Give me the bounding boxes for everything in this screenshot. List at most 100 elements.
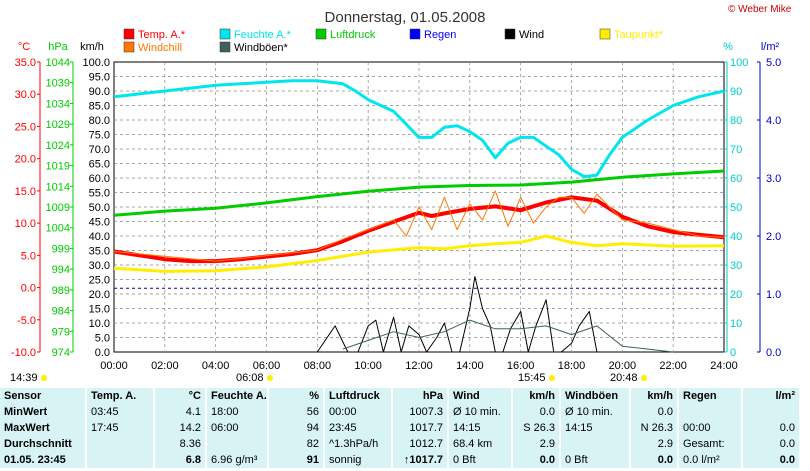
tick-label-rain: 5.0 <box>766 57 781 69</box>
stats-cell-hum_val: 91 <box>268 452 325 468</box>
stats-cell-rain_val <box>742 404 801 420</box>
legend-swatch <box>219 41 231 53</box>
tick-label-humidity: 80 <box>730 115 742 127</box>
stats-cell-label: Durchschnitt <box>0 436 87 452</box>
tick-label-wind: 70.0 <box>89 144 110 156</box>
series-windben <box>342 319 674 353</box>
legend-swatch <box>315 28 327 40</box>
stats-cell-pres_time: 00:00 <box>324 404 393 420</box>
stats-cell-label: 01.05. 23:45 <box>0 452 87 468</box>
legend-swatch <box>123 28 135 40</box>
x-tick-label: 16:00 <box>507 360 535 372</box>
legend-swatch <box>504 28 516 40</box>
tick-label-humidity: 90 <box>730 86 742 98</box>
sun-icon <box>641 375 647 381</box>
tick-label-wind: 55.0 <box>89 188 110 200</box>
tick-label-wind: 10.0 <box>89 318 110 330</box>
stats-cell-wind_val: 0.0 <box>512 452 561 468</box>
legend-label: Temp. A.* <box>138 29 186 41</box>
tick-label-temp: 20.0 <box>15 154 36 166</box>
legend-label: Luftdruck <box>330 29 376 41</box>
stats-cell-temp_time: Temp. A. <box>86 388 155 404</box>
tick-label-wind: 40.0 <box>89 231 110 243</box>
stats-cell-rain_val: 0.0 <box>742 420 801 436</box>
tick-label-humidity: 40 <box>730 231 742 243</box>
marker-label: 06:08 <box>236 372 264 384</box>
tick-label-wind: 0.0 <box>95 347 110 359</box>
stats-cell-rain_time <box>678 404 743 420</box>
tick-label-pressure: 1004 <box>46 223 70 235</box>
x-tick-label: 18:00 <box>558 360 586 372</box>
stats-cell-hum_time: Feuchte A. <box>206 388 269 404</box>
series-wind <box>316 276 613 353</box>
legend-label: Taupunkt* <box>614 29 664 41</box>
stats-cell-hum_val: 56 <box>268 404 325 420</box>
tick-label-humidity: 60 <box>730 173 742 185</box>
tick-label-pressure: 1044 <box>46 57 70 69</box>
tick-label-humidity: 50 <box>730 202 742 214</box>
x-tick-label: 02:00 <box>151 360 179 372</box>
x-tick-label: 14:00 <box>456 360 484 372</box>
stats-table: Sensor Temp. A. °C Feuchte A.% Luftdruck hPa W… <box>0 388 801 468</box>
axis-unit-humidity: % <box>723 41 733 53</box>
copyright-text: © Weber Mike <box>728 4 792 15</box>
tick-label-wind: 20.0 <box>89 289 110 301</box>
stats-cell-pres_time: sonnig <box>324 452 393 468</box>
stats-row: MinWert 03:45 4.1 18:00 56 00:00 1007.3 Ø 10 mi… <box>0 404 801 420</box>
stats-row: 01.05. 23:45 6.8 6.96 g/m³ 91 sonnig ↑1017.7 0… <box>0 452 801 468</box>
stats-cell-gust_val: 0.0 <box>630 404 679 420</box>
stats-cell-temp_val: 4.1 <box>154 404 207 420</box>
x-tick-label: 04:00 <box>202 360 230 372</box>
series-luftdruck <box>113 169 725 217</box>
tick-label-pressure: 984 <box>52 306 70 318</box>
stats-cell-rain_time: 00:00 <box>678 420 743 436</box>
x-tick-label: 08:00 <box>304 360 332 372</box>
axis-ticks: 35.0 30.0 25.0 20.0 15.0 10.0 5.0 0.0 -5.0 -10.0 1… <box>11 57 781 372</box>
tick-label-temp: -5.0 <box>17 315 36 327</box>
axis-unit-rain: l/m² <box>761 41 780 53</box>
tick-label-rain: 1.0 <box>766 289 781 301</box>
tick-label-humidity: 30 <box>730 260 742 272</box>
tick-label-wind: 85.0 <box>89 101 110 113</box>
time-markers: 14:39 06:08 15:45 20:48 <box>10 372 647 384</box>
tick-label-pressure: 1014 <box>46 181 70 193</box>
stats-cell-temp_val: 6.8 <box>154 452 207 468</box>
stats-cell-temp_val: °C <box>154 388 207 404</box>
legend-swatch <box>219 28 231 40</box>
tick-label-humidity: 20 <box>730 289 742 301</box>
x-tick-label: 06:00 <box>253 360 281 372</box>
stats-cell-label: MinWert <box>0 404 87 420</box>
stats-cell-wind_time: 0 Bft <box>448 452 513 468</box>
tick-label-wind: 75.0 <box>89 130 110 142</box>
legend-label: Feuchte A.* <box>234 29 292 41</box>
tick-label-wind: 45.0 <box>89 217 110 229</box>
stats-cell-hum_time: 6.96 g/m³ <box>206 452 269 468</box>
stats-cell-temp_time: 17:45 <box>86 420 155 436</box>
stats-cell-pres_time: 23:45 <box>324 420 393 436</box>
tick-label-humidity: 10 <box>730 318 742 330</box>
stats-cell-hum_val: 82 <box>268 436 325 452</box>
tick-label-pressure: 1034 <box>46 98 70 110</box>
tick-label-wind: 90.0 <box>89 86 110 98</box>
tick-label-humidity: 100 <box>730 57 748 69</box>
legend-swatch <box>123 41 135 53</box>
stats-cell-wind_time: 14:15 <box>448 420 513 436</box>
tick-label-wind: 35.0 <box>89 246 110 258</box>
stats-cell-gust_time: Ø 10 min. <box>560 404 631 420</box>
stats-cell-rain_val: 0.0 <box>742 452 801 468</box>
axis-unit-pressure: hPa <box>48 41 68 53</box>
stats-cell-gust_val: N 26.3 <box>630 420 679 436</box>
stats-cell-pres_val: ↑1017.7 <box>392 452 449 468</box>
sun-icon <box>549 375 555 381</box>
tick-label-wind: 30.0 <box>89 260 110 272</box>
x-tick-label: 00:00 <box>100 360 128 372</box>
stats-cell-wind_val: 0.0 <box>512 404 561 420</box>
tick-label-pressure: 1009 <box>46 202 70 214</box>
stats-cell-wind_time: Ø 10 min. <box>448 404 513 420</box>
x-tick-label: 24:00 <box>710 360 738 372</box>
stats-cell-hum_val: 94 <box>268 420 325 436</box>
stats-cell-label: MaxWert <box>0 420 87 436</box>
stats-cell-label: Sensor <box>0 388 87 404</box>
legend-label: Wind <box>519 29 544 41</box>
x-tick-label: 10:00 <box>354 360 382 372</box>
